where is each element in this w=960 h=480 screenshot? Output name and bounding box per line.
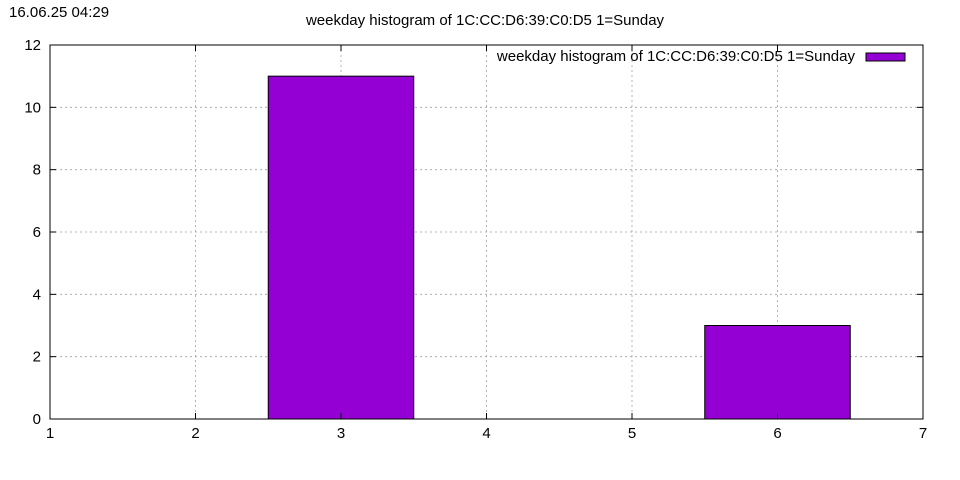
legend-label: weekday histogram of 1C:CC:D6:39:C0:D5 1… [496, 48, 856, 65]
bar-6 [704, 325, 851, 420]
y-tick-label: 12 [24, 37, 41, 54]
x-tick-label: 3 [337, 425, 345, 442]
legend-swatch [865, 52, 906, 62]
y-tick-label: 0 [33, 411, 41, 428]
timestamp: 16.06.25 04:29 [9, 4, 110, 21]
x-tick-label: 4 [482, 425, 490, 442]
bar-3 [267, 75, 415, 420]
x-tick-label: 7 [919, 425, 927, 442]
x-tick-label: 5 [628, 425, 636, 442]
y-tick-label: 2 [33, 349, 41, 366]
y-tick-label: 6 [33, 224, 41, 241]
y-tick-label: 8 [33, 162, 41, 179]
legend: weekday histogram of 1C:CC:D6:39:C0:D5 1… [496, 48, 906, 65]
y-tick-label: 4 [33, 286, 41, 303]
x-tick-label: 6 [773, 425, 781, 442]
x-tick-label: 2 [191, 425, 199, 442]
y-tick-label: 10 [24, 99, 41, 116]
bars [267, 75, 851, 420]
x-tick-label: 1 [46, 425, 54, 442]
chart-title: weekday histogram of 1C:CC:D6:39:C0:D5 1… [305, 12, 665, 29]
